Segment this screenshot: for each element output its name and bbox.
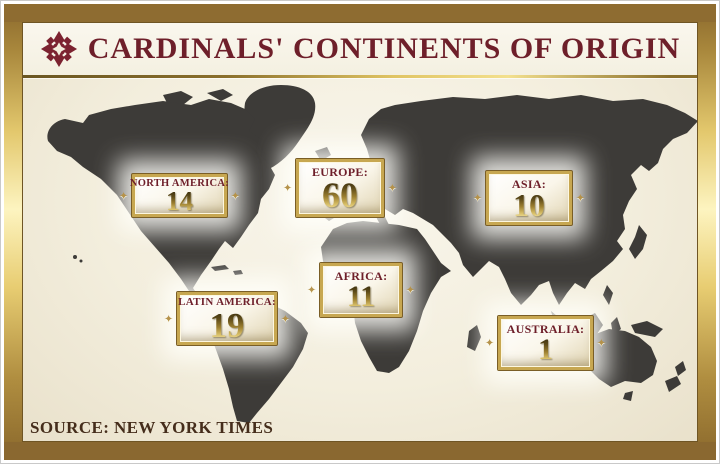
plaque-label: EUROPE: bbox=[311, 164, 369, 179]
plaque-value: 19 bbox=[209, 305, 245, 345]
gold-finial-icon: ✦ bbox=[405, 283, 415, 297]
landmass-new-guinea bbox=[631, 321, 663, 337]
landmass-nz-north bbox=[675, 361, 686, 376]
page-title: CARDINALS' CONTINENTS OF ORIGIN bbox=[87, 32, 681, 65]
plaque-label: ASIA: bbox=[511, 176, 547, 191]
gold-finial-icon: ✦ bbox=[307, 283, 317, 297]
plaque-australia: ✦ AUSTRALIA: 1 ✦ bbox=[485, 316, 606, 370]
plaque-value: 10 bbox=[513, 187, 545, 224]
landmass-iceland bbox=[315, 147, 331, 161]
title-divider bbox=[23, 75, 697, 78]
landmass-cuba bbox=[211, 265, 229, 271]
gold-finial-icon: ✦ bbox=[596, 336, 606, 350]
source-credit: SOURCE: NEW YORK TIMES bbox=[30, 418, 274, 437]
gold-finial-icon: ✦ bbox=[473, 191, 483, 205]
frame-left bbox=[4, 4, 22, 460]
world-map bbox=[47, 85, 697, 423]
map-region bbox=[23, 79, 697, 441]
plaque-africa: ✦ AFRICA: 11 ✦ bbox=[307, 263, 415, 317]
plaque-label: NORTH AMERICA: bbox=[129, 178, 230, 190]
plaque-label: AUSTRALIA: bbox=[506, 322, 585, 337]
frame-bottom bbox=[4, 442, 716, 460]
gold-finial-icon: ✦ bbox=[164, 312, 174, 325]
plaque-latin-america: ✦ LATIN AMERICA: 19 ✦ bbox=[164, 292, 290, 345]
frame-top bbox=[4, 4, 716, 22]
landmass-arctic-islands bbox=[163, 91, 193, 105]
gold-finial-icon: ✦ bbox=[575, 191, 585, 205]
cross-rosette-ornament-icon bbox=[40, 30, 77, 68]
title-band: CARDINALS' CONTINENTS OF ORIGIN bbox=[23, 23, 697, 75]
plaque-north-america: ✦ NORTH AMERICA: 14 ✦ bbox=[119, 174, 240, 217]
plaque-value: 11 bbox=[346, 280, 376, 314]
gold-finial-icon: ✦ bbox=[230, 189, 240, 202]
gold-finial-icon: ✦ bbox=[280, 312, 290, 325]
gold-finial-icon: ✦ bbox=[283, 181, 293, 195]
continent-australia bbox=[581, 329, 657, 387]
frame-right bbox=[698, 4, 716, 460]
content-panel: CARDINALS' CONTINENTS OF ORIGIN bbox=[22, 22, 698, 442]
gold-finial-icon: ✦ bbox=[485, 336, 495, 350]
landmass-philippines bbox=[603, 285, 613, 305]
landmass-nz-south bbox=[665, 376, 681, 392]
landmass-arctic-islands2 bbox=[207, 89, 233, 101]
landmass-hawaii2 bbox=[79, 259, 83, 263]
landmass-tasmania bbox=[623, 391, 633, 401]
landmass-madagascar bbox=[467, 325, 481, 351]
landmass-greenland bbox=[244, 85, 316, 169]
landmass-japan bbox=[629, 225, 647, 259]
landmass-hawaii bbox=[73, 255, 77, 259]
plaque-value: 1 bbox=[538, 333, 553, 367]
plaque-value: 14 bbox=[166, 186, 193, 217]
plaque-asia: ✦ ASIA: 10 ✦ bbox=[473, 171, 585, 225]
plaque-label: LATIN AMERICA: bbox=[178, 296, 276, 309]
landmass-hispaniola bbox=[233, 270, 243, 275]
gold-finial-icon: ✦ bbox=[387, 181, 397, 195]
plaque-label: AFRICA: bbox=[334, 269, 388, 284]
plaque-europe: ✦ EUROPE: 60 ✦ bbox=[283, 159, 397, 217]
gold-finial-icon: ✦ bbox=[119, 189, 129, 202]
plaque-value: 60 bbox=[322, 175, 358, 216]
